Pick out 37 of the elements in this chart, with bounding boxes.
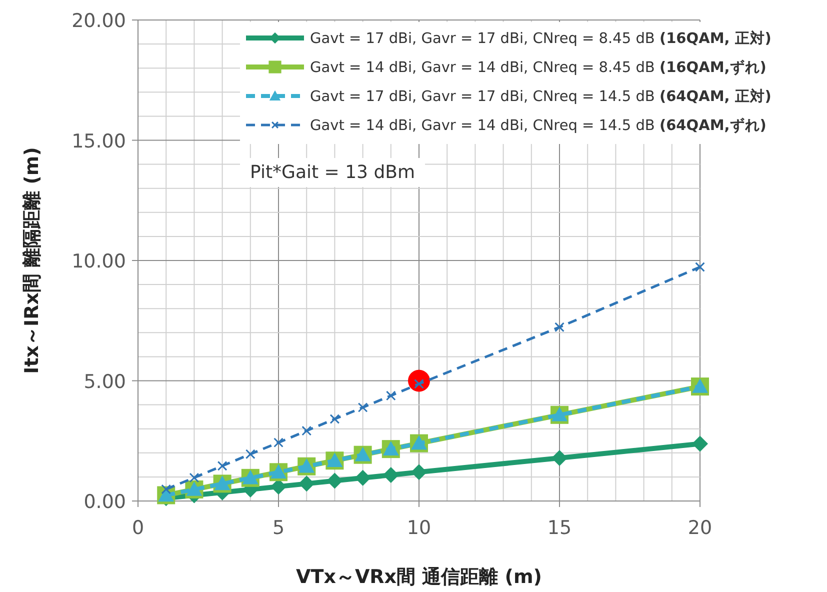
point (245, 449, 256, 460)
x-tick-label: 5 (272, 517, 285, 539)
point (695, 262, 705, 272)
legend-label: Gavt = 14 dBi, Gavr = 14 dBi, CNreq = 14.5 dB (64QAM,ずれ) (310, 117, 766, 134)
point (554, 322, 564, 332)
y-tick-label: 10.00 (72, 250, 126, 272)
point (217, 460, 228, 471)
annotation: Pit*Gait = 13 dBm (250, 162, 416, 183)
point (358, 402, 368, 412)
y-tick-label: 15.00 (72, 130, 126, 152)
point (386, 390, 396, 401)
point (354, 470, 371, 486)
x-axis-title: VTx～VRx間 通信距離 (m) (296, 566, 542, 588)
x-tick-label: 0 (132, 517, 144, 539)
point (298, 476, 315, 492)
point (326, 472, 343, 489)
y-axis-title: Itx～IRx間 離隔距離 (m) (21, 147, 43, 374)
x-tick-label: 15 (547, 517, 572, 539)
y-tick-label: 0.00 (84, 491, 126, 513)
legend-label: Gavt = 14 dBi, Gavr = 14 dBi, CNreq = 8.45 dB (16QAM,ずれ) (310, 59, 766, 76)
x-tick-label: 20 (688, 517, 712, 539)
legend-label: Gavt = 17 dBi, Gavr = 17 dBi, CNreq = 14.5 dB (64QAM, 正対) (310, 87, 772, 105)
point (302, 426, 312, 436)
y-tick-label: 5.00 (84, 370, 126, 393)
point (189, 472, 200, 483)
legend-label: Gavt = 17 dBi, Gavr = 17 dBi, CNreq = 8.45 dB (16QAM, 正対) (310, 29, 772, 47)
point (692, 436, 708, 452)
point (692, 378, 708, 393)
point (326, 452, 343, 467)
y-tick-label: 20.00 (72, 10, 126, 32)
point (330, 414, 340, 424)
point (382, 441, 399, 456)
point (411, 464, 427, 480)
point (552, 450, 568, 466)
point (274, 438, 284, 448)
x-tick-label: 10 (406, 517, 432, 539)
point (382, 467, 399, 484)
